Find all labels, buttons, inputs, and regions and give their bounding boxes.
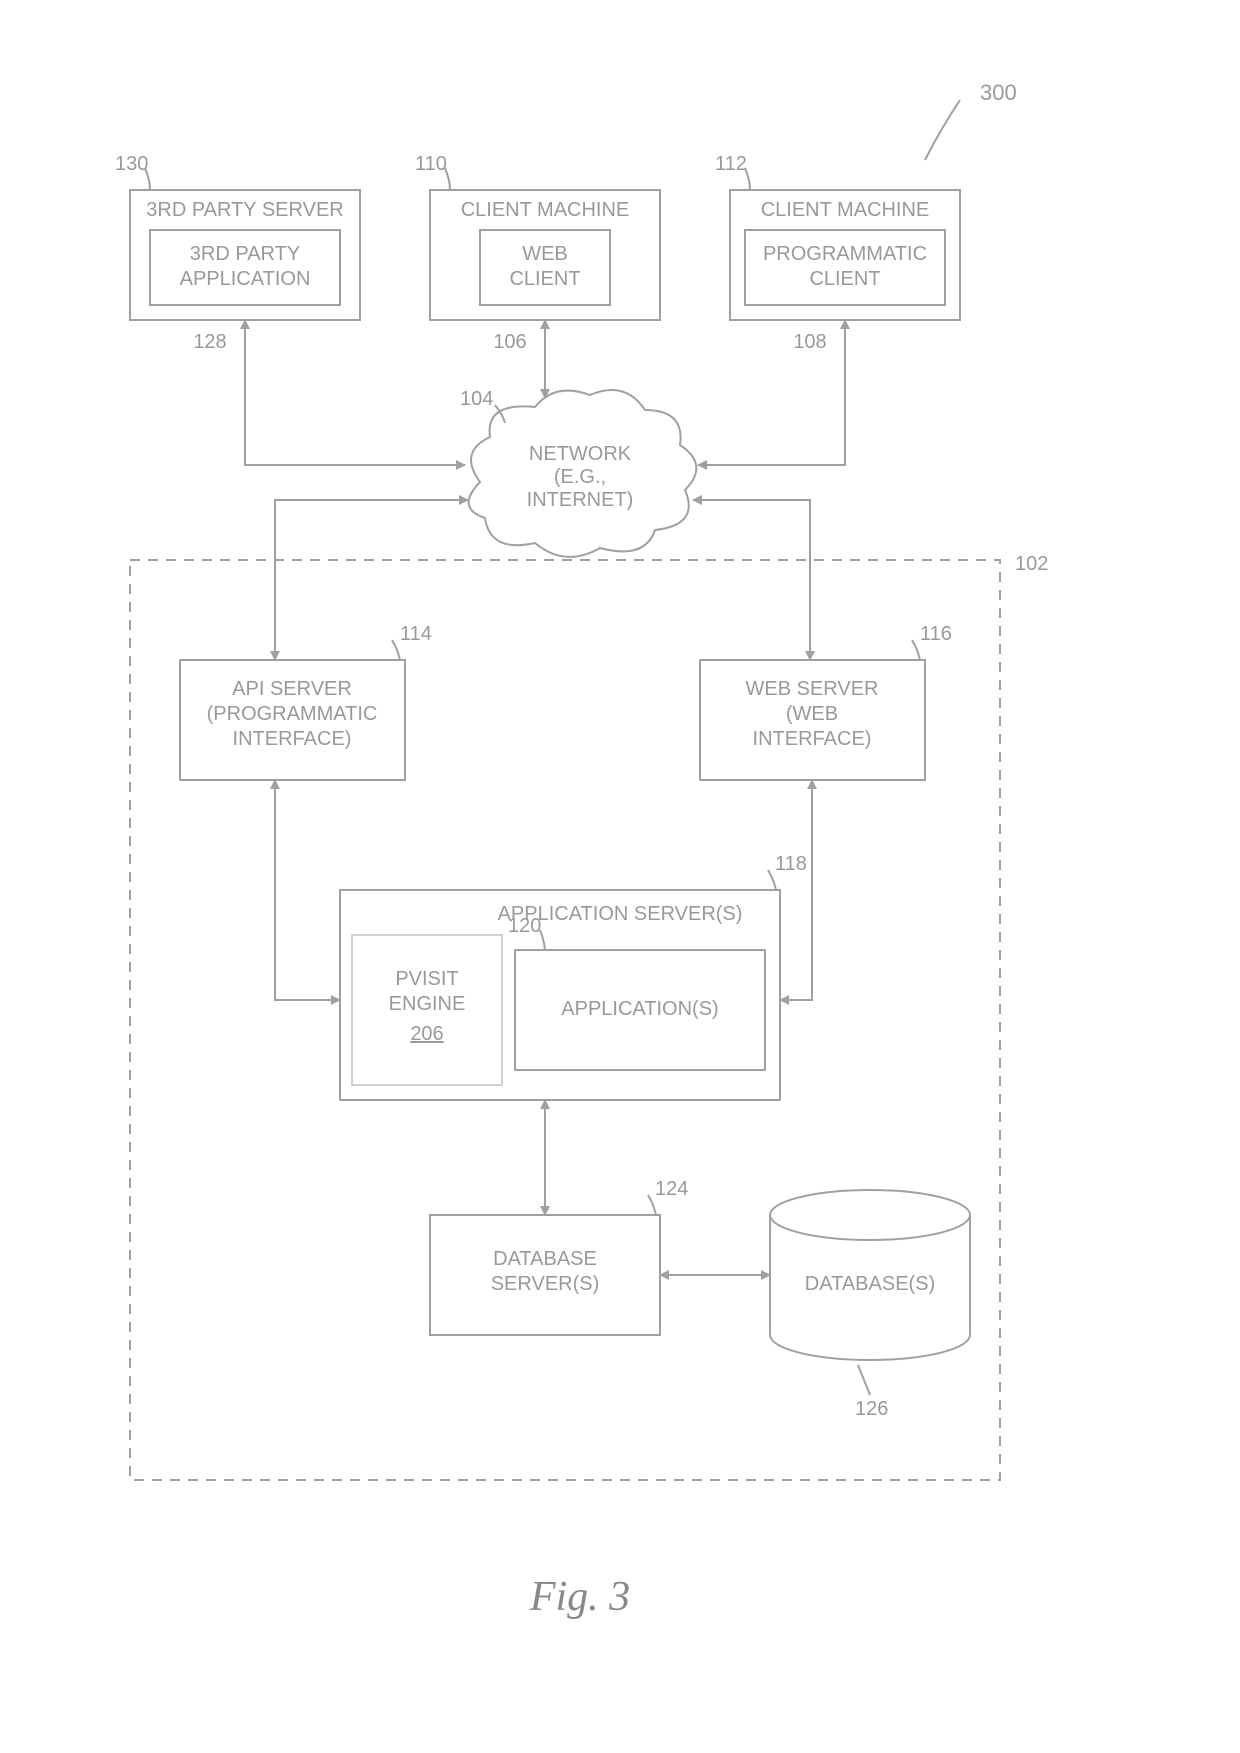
label-database: DATABASE(S) xyxy=(805,1273,935,1295)
label-dbsrv-l2: SERVER(S) xyxy=(491,1273,600,1295)
label-client-machine-2: CLIENT MACHINE xyxy=(761,199,930,221)
ref-118: 118 xyxy=(775,853,807,875)
ref-114: 114 xyxy=(400,623,432,645)
label-3rd-party-server: 3RD PARTY SERVER xyxy=(146,199,343,221)
ref-124: 124 xyxy=(655,1178,688,1200)
label-pvisit-l1: PVISIT xyxy=(395,968,458,990)
label-network-l2: (E.G., xyxy=(554,466,606,488)
label-pvisit-l2: ENGINE xyxy=(389,993,466,1015)
edge-network-webserver xyxy=(693,500,810,660)
ref-108: 108 xyxy=(793,331,826,353)
label-web-client-l2: CLIENT xyxy=(509,268,580,290)
ref-114-leader xyxy=(392,640,400,660)
edge-3rdparty-network xyxy=(245,320,465,465)
ref-106: 106 xyxy=(493,331,526,353)
ref-102: 102 xyxy=(1015,553,1048,575)
label-web-l1: WEB SERVER xyxy=(746,678,879,700)
ref-112: 112 xyxy=(715,153,747,175)
label-api-l3: INTERFACE) xyxy=(233,728,352,750)
edge-api-appserver xyxy=(275,780,340,1000)
label-3rd-party-app-l2: APPLICATION xyxy=(180,268,311,290)
ref-128: 128 xyxy=(193,331,226,353)
label-dbsrv-l1: DATABASE xyxy=(493,1248,597,1270)
diagram-canvas: 300 3RD PARTY SERVER 3RD PARTY APPLICATI… xyxy=(0,0,1240,1753)
ref-116: 116 xyxy=(920,623,952,645)
ref-110: 110 xyxy=(415,153,447,175)
ref-116-leader xyxy=(912,640,920,660)
label-network-l1: NETWORK xyxy=(529,443,632,465)
label-api-l2: (PROGRAMMATIC xyxy=(207,703,378,725)
label-prog-client-l2: CLIENT xyxy=(809,268,880,290)
label-api-l1: API SERVER xyxy=(232,678,352,700)
ref-130: 130 xyxy=(115,153,148,175)
label-3rd-party-app-l1: 3RD PARTY xyxy=(190,243,300,265)
ref-126-leader xyxy=(858,1365,870,1395)
ref-126: 126 xyxy=(855,1398,888,1420)
figure-caption: Fig. 3 xyxy=(529,1574,630,1620)
edge-web-appserver xyxy=(780,780,812,1000)
ref-300: 300 xyxy=(980,80,1017,105)
label-applications: APPLICATION(S) xyxy=(561,998,718,1020)
label-web-l2: (WEB xyxy=(786,703,838,725)
label-web-client-l1: WEB xyxy=(522,243,568,265)
label-client-machine-1: CLIENT MACHINE xyxy=(461,199,630,221)
ref-104: 104 xyxy=(460,388,493,410)
ref-300-leader xyxy=(925,100,960,160)
ref-206: 206 xyxy=(410,1023,443,1045)
label-web-l3: INTERFACE) xyxy=(753,728,872,750)
label-prog-client-l1: PROGRAMMATIC xyxy=(763,243,927,265)
label-network-l3: INTERNET) xyxy=(527,489,634,511)
edge-network-apiserver xyxy=(275,500,468,660)
ref-120: 120 xyxy=(508,915,541,937)
